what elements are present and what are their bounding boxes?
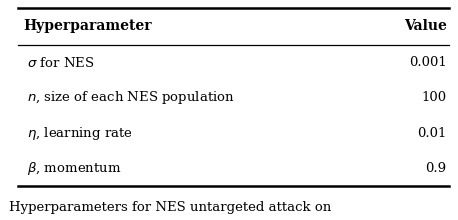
Text: $\beta$, momentum: $\beta$, momentum — [27, 160, 122, 177]
Text: Hyperparameter: Hyperparameter — [23, 19, 152, 33]
Text: Value: Value — [403, 19, 447, 33]
Text: $\eta$, learning rate: $\eta$, learning rate — [27, 125, 133, 142]
Text: 0.01: 0.01 — [417, 126, 447, 140]
Text: $n$, size of each NES population: $n$, size of each NES population — [27, 89, 235, 106]
Text: 0.9: 0.9 — [425, 162, 447, 175]
Text: 100: 100 — [421, 91, 447, 104]
Text: Hyperparameters for NES untargeted attack on: Hyperparameters for NES untargeted attac… — [9, 201, 332, 214]
Text: 0.001: 0.001 — [409, 56, 447, 69]
Text: $\sigma$ for NES: $\sigma$ for NES — [27, 56, 95, 70]
